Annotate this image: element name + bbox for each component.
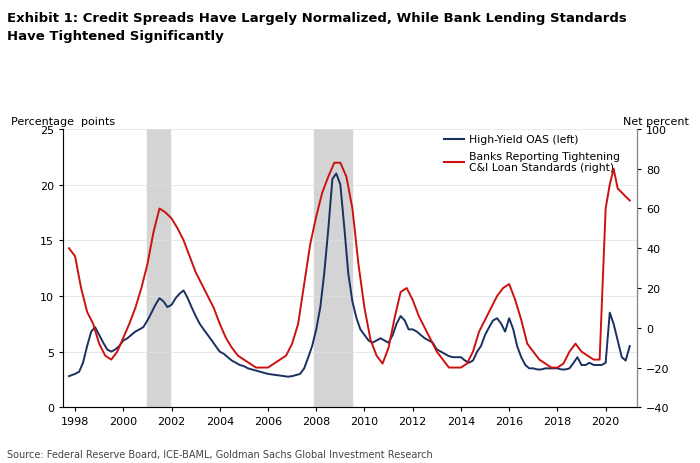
Bar (314, 130, 352, 407)
Text: Have Tightened Significantly: Have Tightened Significantly (7, 30, 224, 43)
Text: Exhibit 1: Credit Spreads Have Largely Normalized, While Bank Lending Standards: Exhibit 1: Credit Spreads Have Largely N… (7, 12, 626, 25)
Text: Percentage  points: Percentage points (11, 117, 116, 127)
Text: Source: Federal Reserve Board, ICE-BAML, Goldman Sachs Global Investment Researc: Source: Federal Reserve Board, ICE-BAML,… (7, 449, 433, 459)
Legend: High-Yield OAS (left), Banks Reporting Tightening
C&I Loan Standards (right): High-Yield OAS (left), Banks Reporting T… (444, 135, 620, 173)
Bar (148, 130, 169, 407)
Text: Net percent: Net percent (623, 117, 689, 127)
